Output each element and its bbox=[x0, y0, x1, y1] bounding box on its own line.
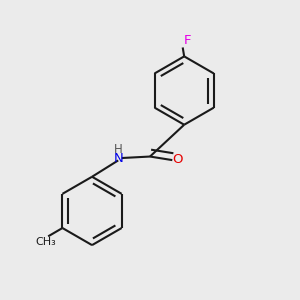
Text: N: N bbox=[113, 152, 123, 164]
Text: O: O bbox=[172, 153, 182, 166]
Text: CH₃: CH₃ bbox=[35, 237, 56, 247]
Text: H: H bbox=[114, 142, 123, 156]
Text: F: F bbox=[183, 34, 191, 47]
